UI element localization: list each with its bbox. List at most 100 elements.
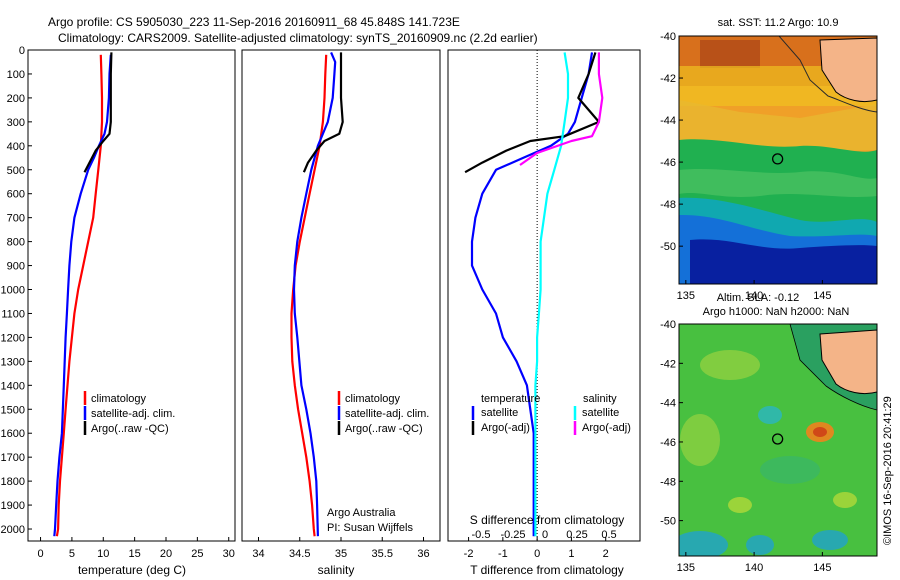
y-tick-label: 300 bbox=[7, 117, 25, 129]
x-tick-label: 2 bbox=[603, 548, 609, 560]
legend-label-satellite: satellite-adj. clim. bbox=[91, 408, 175, 420]
institution-annotation: Argo Australia bbox=[327, 507, 396, 519]
lon-tick-label: 140 bbox=[745, 562, 763, 574]
x-tick-label: 35 bbox=[335, 548, 347, 560]
y-tick-label: 500 bbox=[7, 165, 25, 177]
imos-timestamp-label: ©IMOS 16-Sep-2016 20:41:29 bbox=[882, 396, 894, 545]
depth-axis-ticks: 0 100 200 300 400 500 600 700 800 900 1000 1100 1200… bbox=[1, 45, 32, 536]
salinity-series bbox=[290, 51, 344, 537]
lat-tick-label: -42 bbox=[660, 358, 676, 370]
series-line-argo-raw-qc bbox=[83, 52, 113, 173]
lon-tick-label: 135 bbox=[677, 562, 695, 574]
legend-label-climatology: climatology bbox=[345, 393, 401, 405]
x-tick-label: 36 bbox=[417, 548, 429, 560]
temperature-legend: climatology satellite-adj. clim. Argo(..… bbox=[83, 391, 175, 435]
sst-lon-ticks: 135 140 145 bbox=[677, 280, 832, 302]
temperature-xlabel: temperature (deg C) bbox=[78, 563, 186, 577]
t-difference-axis-ticks: -2 -1 0 1 2 bbox=[464, 537, 609, 560]
salinity-axes-box bbox=[241, 49, 441, 542]
s-diff-tick-label: 0 bbox=[542, 529, 548, 541]
series-line-satellite-adj-clim bbox=[292, 51, 337, 537]
y-tick-label: 900 bbox=[7, 261, 25, 273]
lon-tick-label: 140 bbox=[745, 290, 763, 302]
y-tick-label: 1800 bbox=[1, 476, 25, 488]
lon-tick-label: 145 bbox=[813, 290, 831, 302]
salinity-axis-ticks: 34 34.5 35 35.5 36 bbox=[252, 537, 430, 560]
series-line-satellite bbox=[534, 52, 570, 537]
t-difference-xlabel: T difference from climatology bbox=[470, 563, 624, 577]
series-line-satellite bbox=[470, 52, 594, 537]
x-tick-label: 10 bbox=[97, 548, 109, 560]
legend-label-t-argo: Argo(-adj) bbox=[481, 422, 530, 434]
y-tick-label: 1600 bbox=[1, 428, 25, 440]
y-tick-label: 1100 bbox=[1, 308, 25, 320]
s-diff-tick-label: 0.5 bbox=[601, 529, 616, 541]
y-tick-label: 400 bbox=[7, 141, 25, 153]
y-tick-label: 2000 bbox=[1, 524, 25, 536]
y-tick-label: 800 bbox=[7, 237, 25, 249]
x-tick-label: 30 bbox=[223, 548, 235, 560]
lat-tick-label: -44 bbox=[660, 115, 676, 127]
s-difference-axis-ticks: -0.5 -0.25 0 0.25 0.5 bbox=[472, 529, 617, 541]
s-difference-xlabel: S difference from climatology bbox=[470, 513, 625, 527]
s-diff-tick-label: -0.25 bbox=[500, 529, 525, 541]
legend-label-satellite: satellite-adj. clim. bbox=[345, 408, 429, 420]
y-tick-label: 1000 bbox=[1, 285, 25, 297]
x-tick-label: 34.5 bbox=[289, 548, 310, 560]
lat-tick-label: -46 bbox=[660, 437, 676, 449]
sla-heatmap-field bbox=[679, 324, 877, 556]
y-tick-label: 1200 bbox=[1, 332, 25, 344]
difference-profile-panel: -2 -1 0 1 2 -0.5 -0.25 0 0.25 0.5 T difference f… bbox=[447, 49, 641, 577]
x-tick-label: 35.5 bbox=[372, 548, 393, 560]
s-diff-tick-label: 0.25 bbox=[566, 529, 587, 541]
sla-map-frame bbox=[678, 323, 878, 557]
lat-tick-label: -50 bbox=[660, 516, 676, 528]
sla-lat-ticks: -40 -42 -44 -46 -48 -50 bbox=[660, 319, 683, 528]
legend-label-t-satellite: satellite bbox=[481, 407, 518, 419]
lat-tick-label: -46 bbox=[660, 157, 676, 169]
x-tick-label: -2 bbox=[464, 548, 474, 560]
y-tick-label: 700 bbox=[7, 213, 25, 225]
temperature-series bbox=[53, 52, 113, 537]
series-line-argo-adj bbox=[519, 52, 604, 166]
legend-label-argo: Argo(..raw -QC) bbox=[345, 423, 423, 435]
legend-group-temperature: temperature bbox=[481, 393, 540, 405]
x-tick-label: 5 bbox=[69, 548, 75, 560]
sst-heatmap-field bbox=[679, 36, 877, 284]
s-diff-tick-label: -0.5 bbox=[472, 529, 491, 541]
x-tick-label: 25 bbox=[191, 548, 203, 560]
y-tick-label: 100 bbox=[7, 69, 25, 81]
difference-legend: temperature satellite Argo(-adj) salinit… bbox=[471, 393, 631, 435]
salinity-legend: climatology satellite-adj. clim. Argo(..… bbox=[337, 391, 429, 435]
lon-tick-label: 135 bbox=[677, 290, 695, 302]
difference-axes-box bbox=[447, 49, 641, 542]
sst-map-panel: sat. SST: 11.2 Argo: 10.9 135 140 145 -40-… bbox=[660, 17, 878, 302]
y-tick-label: 600 bbox=[7, 189, 25, 201]
y-tick-label: 0 bbox=[19, 45, 25, 57]
x-tick-label: 15 bbox=[129, 548, 141, 560]
y-tick-label: 200 bbox=[7, 93, 25, 105]
y-tick-label: 1500 bbox=[1, 404, 25, 416]
legend-label-s-satellite: satellite bbox=[582, 407, 619, 419]
lat-tick-label: -40 bbox=[660, 31, 676, 43]
lon-tick-label: 145 bbox=[813, 562, 831, 574]
sst-lat-ticks: -40 -42 -44 -46 -48 -50 bbox=[660, 31, 683, 253]
y-tick-label: 1700 bbox=[1, 452, 25, 464]
x-tick-label: -1 bbox=[498, 548, 508, 560]
y-tick-label: 1900 bbox=[1, 500, 25, 512]
sla-map-title: Altim. SLA: -0.12 bbox=[717, 292, 800, 304]
legend-label-climatology: climatology bbox=[91, 393, 147, 405]
series-line-satellite-adj-clim bbox=[53, 54, 112, 537]
lat-tick-label: -42 bbox=[660, 73, 676, 85]
legend-label-s-argo: Argo(-adj) bbox=[582, 422, 631, 434]
figure-title-line1: Argo profile: CS 5905030_223 11-Sep-2016… bbox=[48, 15, 460, 29]
y-tick-label: 1400 bbox=[1, 380, 25, 392]
x-tick-label: 34 bbox=[252, 548, 264, 560]
y-tick-label: 1300 bbox=[1, 356, 25, 368]
lat-tick-label: -40 bbox=[660, 319, 676, 331]
pi-annotation: PI: Susan Wijffels bbox=[327, 522, 413, 534]
difference-series bbox=[464, 52, 604, 537]
lat-tick-label: -48 bbox=[660, 476, 676, 488]
series-line-climatology bbox=[290, 54, 328, 537]
